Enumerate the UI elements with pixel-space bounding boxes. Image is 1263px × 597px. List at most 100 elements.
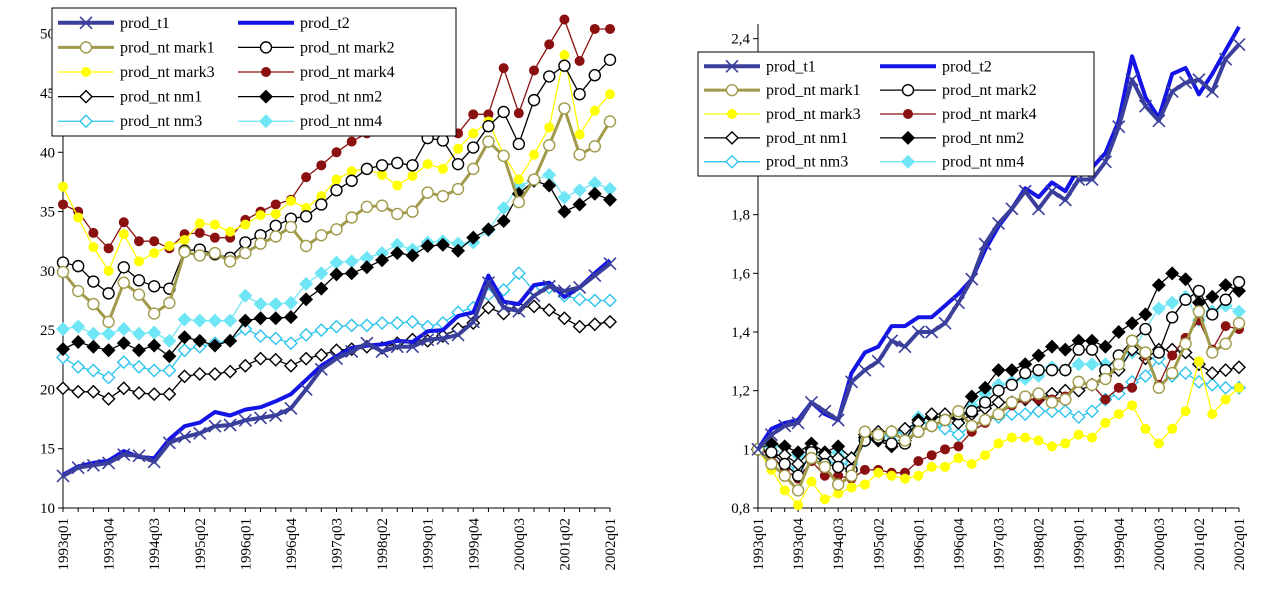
data-point: [71, 384, 86, 399]
data-point: [991, 216, 1006, 231]
data-point: [1139, 346, 1152, 359]
data-point: [192, 367, 207, 382]
data-point: [511, 266, 526, 281]
legend-swatch-marker: [261, 67, 271, 77]
data-point: [240, 219, 251, 230]
data-point: [162, 436, 176, 450]
data-point: [360, 200, 374, 214]
y-tick-label: 10: [40, 501, 55, 517]
data-point: [1005, 202, 1019, 216]
data-point: [468, 128, 479, 139]
data-point: [765, 457, 778, 471]
data-point: [375, 253, 390, 268]
data-point: [346, 166, 357, 177]
data-point: [192, 313, 207, 328]
data-point: [1085, 404, 1100, 419]
data-point: [953, 441, 964, 452]
data-point: [147, 280, 161, 293]
y-tick-label: 35: [40, 205, 55, 221]
data-point: [102, 456, 116, 470]
data-point: [496, 214, 511, 229]
data-point: [557, 190, 572, 205]
data-point: [1044, 404, 1059, 419]
data-point: [573, 87, 586, 101]
data-point: [574, 55, 585, 66]
data-point: [1112, 120, 1126, 134]
data-point: [421, 186, 434, 199]
data-point: [1153, 438, 1164, 449]
data-point: [71, 461, 85, 475]
data-point: [831, 460, 845, 474]
data-point: [1019, 366, 1032, 380]
data-point: [56, 381, 70, 396]
data-point: [978, 380, 993, 395]
data-point: [420, 238, 435, 253]
data-point: [898, 340, 912, 354]
data-point: [1112, 358, 1125, 371]
data-point: [1232, 304, 1246, 319]
data-point: [1032, 363, 1045, 377]
data-point: [345, 211, 358, 224]
y-tick-label: 30: [40, 264, 55, 280]
data-point: [1151, 301, 1166, 316]
data-point: [818, 404, 832, 418]
data-point: [238, 413, 252, 427]
data-point: [965, 419, 978, 433]
legend-swatch-marker: [901, 130, 915, 145]
legend-label: prod_nt mark4: [300, 64, 395, 81]
data-point: [544, 39, 555, 50]
data-point: [1071, 357, 1086, 372]
series-prod-nt-nm2: [56, 173, 617, 364]
data-point: [544, 122, 555, 133]
data-point: [284, 401, 298, 415]
data-point: [406, 205, 419, 218]
data-point: [603, 53, 617, 66]
data-point: [1125, 334, 1139, 347]
data-point: [162, 349, 177, 364]
legend-swatch-marker: [79, 89, 93, 104]
data-point: [208, 419, 222, 433]
data-point: [859, 479, 870, 490]
data-point: [964, 389, 979, 404]
data-point: [542, 302, 557, 317]
x-tick-label: 1993q04: [791, 518, 807, 571]
series-prod-nt-mark3: [58, 50, 615, 276]
data-point: [194, 218, 205, 229]
data-point: [572, 197, 587, 212]
data-point: [314, 348, 329, 363]
data-point: [1018, 184, 1032, 198]
data-point: [238, 313, 253, 328]
data-point: [1033, 435, 1044, 446]
data-point: [253, 411, 268, 425]
legend: prod_t1 prod_t2 prod_nt mark1 prod_nt mark2…: [697, 51, 1095, 177]
data-point: [1045, 396, 1059, 409]
data-point: [1219, 293, 1232, 306]
data-point: [559, 14, 570, 25]
data-point: [299, 239, 313, 253]
y-tick-label: 0,8: [731, 501, 750, 517]
data-point: [587, 293, 602, 308]
data-point: [223, 255, 237, 268]
series-prod-t1: [56, 257, 617, 483]
data-point: [131, 326, 146, 341]
data-point: [885, 425, 898, 438]
data-point: [806, 476, 817, 487]
legend-label: prod_t1: [766, 58, 816, 75]
data-point: [436, 331, 450, 346]
data-point: [239, 236, 252, 249]
data-point: [330, 184, 343, 197]
data-point: [437, 163, 448, 174]
data-point: [405, 314, 420, 329]
data-point: [453, 143, 464, 154]
data-point: [207, 338, 222, 353]
data-point: [1087, 432, 1098, 443]
data-point: [588, 269, 602, 283]
data-point: [314, 281, 329, 296]
data-point: [1032, 202, 1046, 216]
data-point: [482, 119, 495, 133]
data-point: [603, 115, 617, 128]
x-tick-label: 1996q04: [951, 518, 967, 571]
data-point: [818, 460, 832, 474]
data-point: [270, 199, 281, 210]
data-point: [1059, 393, 1072, 406]
